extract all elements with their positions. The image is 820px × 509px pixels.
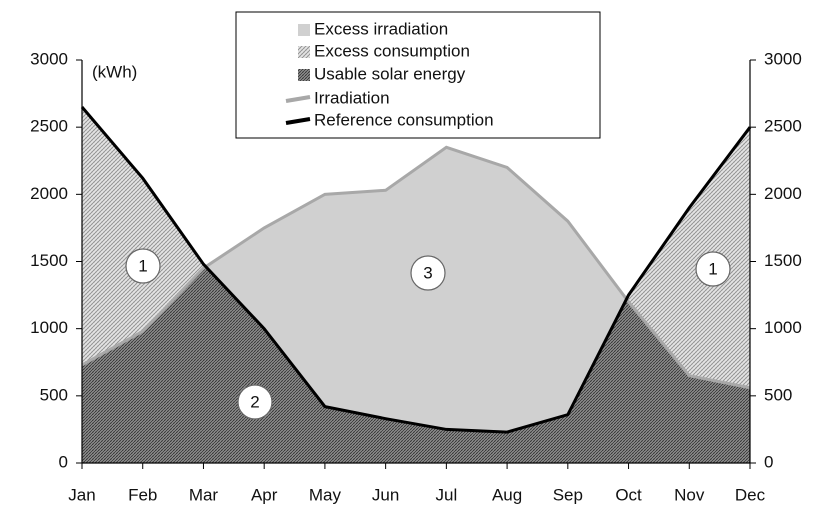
- x-tick-label: Apr: [251, 485, 278, 504]
- y-tick-label: 1000: [30, 318, 68, 337]
- x-tick-label: Feb: [128, 485, 157, 504]
- legend-label: Excess irradiation: [314, 19, 448, 38]
- y2-tick-label: 1500: [764, 251, 802, 270]
- x-tick-label: Sep: [553, 485, 583, 504]
- x-tick-label: Oct: [615, 485, 642, 504]
- x-tick-label: Mar: [189, 485, 219, 504]
- annotation-label: 3: [423, 263, 432, 282]
- y2-tick-label: 2000: [764, 184, 802, 203]
- y-axis-label: (kWh): [92, 62, 137, 81]
- consumption-line: [80, 106, 752, 434]
- annotation-label: 2: [250, 392, 259, 411]
- x-tick-label: Dec: [735, 485, 766, 504]
- x-tick-label: Nov: [674, 485, 705, 504]
- y-tick-label: 0: [59, 452, 68, 471]
- legend-label: Irradiation: [314, 88, 390, 107]
- legend-label: Usable solar energy: [314, 64, 466, 83]
- y2-tick-label: 0: [764, 452, 773, 471]
- x-tick-label: Jun: [372, 485, 399, 504]
- legend-swatch: [285, 117, 311, 125]
- irradiation-line: [81, 145, 751, 390]
- legend-box: [235, 11, 601, 139]
- y-tick-label: 500: [40, 385, 68, 404]
- annotation-circle: [410, 255, 446, 291]
- y-tick-label: 2000: [30, 184, 68, 203]
- x-tick-label: Jan: [68, 485, 95, 504]
- legend-swatch: [298, 69, 310, 81]
- annotation-label: 1: [138, 256, 147, 275]
- annotation-circle: [237, 384, 273, 420]
- legend-swatch: [298, 46, 310, 58]
- x-tick-label: Aug: [492, 485, 522, 504]
- x-tick-label: May: [309, 485, 342, 504]
- y2-tick-label: 2500: [764, 117, 802, 136]
- annotation-circle: [695, 251, 731, 287]
- y-tick-label: 2500: [30, 117, 68, 136]
- y2-tick-label: 3000: [764, 49, 802, 68]
- annotation-circle: [125, 248, 161, 284]
- y-tick-label: 3000: [30, 49, 68, 68]
- y-tick-label: 1500: [30, 251, 68, 270]
- y2-tick-label: 1000: [764, 318, 802, 337]
- x-tick-label: Jul: [435, 485, 457, 504]
- legend-label: Excess consumption: [314, 41, 470, 60]
- legend-label: Reference consumption: [314, 110, 494, 129]
- y2-tick-label: 500: [764, 385, 792, 404]
- legend-swatch: [298, 24, 310, 36]
- legend-swatch: [285, 95, 311, 103]
- annotation-label: 1: [708, 259, 717, 278]
